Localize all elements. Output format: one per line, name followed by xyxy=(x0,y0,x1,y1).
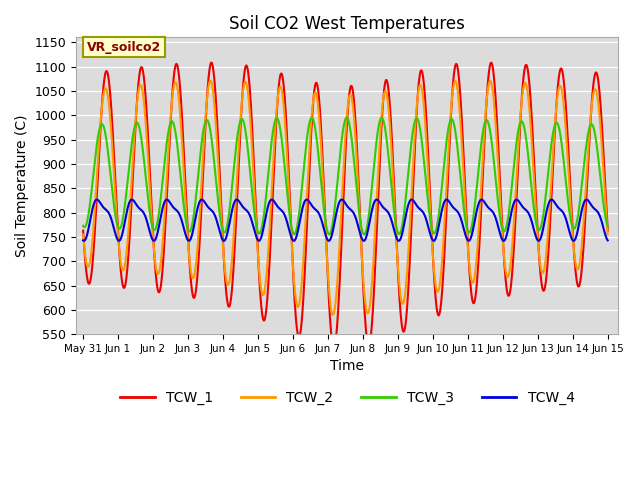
TCW_3 xyxy=(604,223,612,228)
TCW_2 xyxy=(139,91,147,97)
TCW_4 xyxy=(538,234,545,240)
Legend: TCW_1, TCW_2, TCW_3, TCW_4: TCW_1, TCW_2, TCW_3, TCW_4 xyxy=(114,385,580,411)
TCW_4 xyxy=(604,238,612,243)
TCW_1 xyxy=(594,74,602,80)
TCW_4 xyxy=(373,197,381,203)
Line: TCW_2: TCW_2 xyxy=(83,81,608,315)
Title: Soil CO2 West Temperatures: Soil CO2 West Temperatures xyxy=(229,15,465,33)
Line: TCW_4: TCW_4 xyxy=(83,200,608,241)
TCW_2 xyxy=(594,96,602,102)
TCW_3 xyxy=(79,223,87,228)
TCW_3 xyxy=(303,134,311,140)
TCW_3 xyxy=(594,151,602,156)
TCW_2 xyxy=(79,232,87,238)
TCW_4 xyxy=(80,238,88,244)
TCW_1 xyxy=(207,60,215,65)
TCW_1 xyxy=(79,228,87,233)
TCW_1 xyxy=(281,91,289,97)
TCW_2 xyxy=(303,186,311,192)
TCW_4 xyxy=(594,209,602,215)
TCW_3 xyxy=(170,123,178,129)
Text: VR_soilco2: VR_soilco2 xyxy=(87,41,161,54)
TCW_1 xyxy=(538,278,545,284)
TCW_2 xyxy=(538,267,545,273)
X-axis label: Time: Time xyxy=(330,360,364,373)
TCW_4 xyxy=(140,209,147,215)
TCW_4 xyxy=(281,212,289,217)
TCW_2 xyxy=(207,78,214,84)
Line: TCW_1: TCW_1 xyxy=(83,62,608,348)
TCW_3 xyxy=(538,223,545,228)
TCW_4 xyxy=(303,197,311,203)
TCW_1 xyxy=(303,216,311,222)
TCW_4 xyxy=(170,205,178,211)
TCW_3 xyxy=(139,148,147,154)
TCW_3 xyxy=(280,161,288,167)
TCW_1 xyxy=(139,68,147,74)
TCW_1 xyxy=(604,228,612,233)
Y-axis label: Soil Temperature (C): Soil Temperature (C) xyxy=(15,115,29,257)
TCW_3 xyxy=(343,115,351,120)
TCW_2 xyxy=(604,232,612,238)
TCW_3 xyxy=(325,231,333,237)
TCW_2 xyxy=(281,112,289,118)
TCW_4 xyxy=(79,238,87,243)
TCW_2 xyxy=(170,82,178,88)
TCW_1 xyxy=(170,71,178,77)
Line: TCW_3: TCW_3 xyxy=(83,118,608,234)
TCW_2 xyxy=(329,312,337,318)
TCW_1 xyxy=(330,345,338,351)
